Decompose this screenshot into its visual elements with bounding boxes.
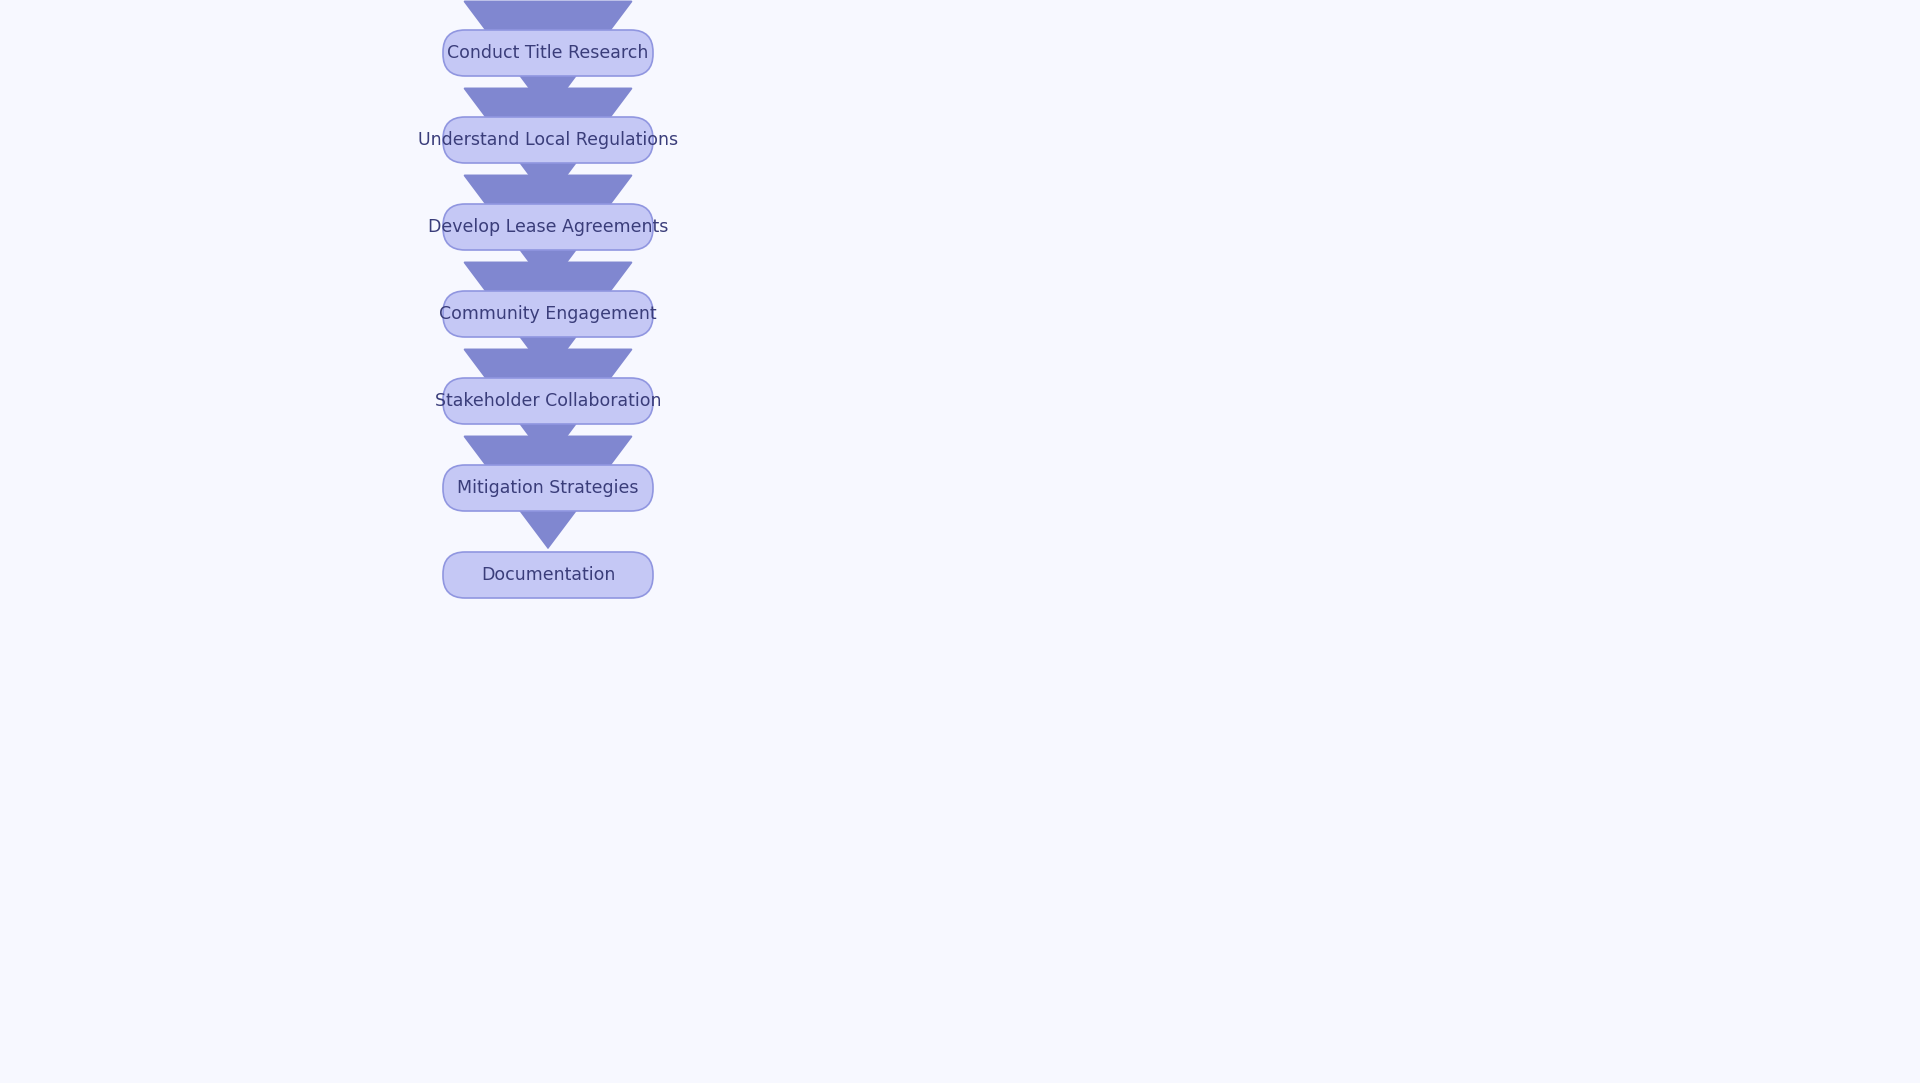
FancyBboxPatch shape: [444, 291, 653, 337]
Text: Community Engagement: Community Engagement: [440, 305, 657, 323]
Text: Understand Local Regulations: Understand Local Regulations: [419, 131, 678, 149]
Text: Mitigation Strategies: Mitigation Strategies: [457, 479, 639, 497]
FancyBboxPatch shape: [444, 204, 653, 250]
FancyBboxPatch shape: [444, 117, 653, 164]
Text: Develop Lease Agreements: Develop Lease Agreements: [428, 218, 668, 236]
FancyBboxPatch shape: [444, 465, 653, 511]
Text: Documentation: Documentation: [480, 566, 614, 584]
FancyBboxPatch shape: [444, 30, 653, 76]
Text: Stakeholder Collaboration: Stakeholder Collaboration: [434, 392, 660, 410]
Text: Conduct Title Research: Conduct Title Research: [447, 44, 649, 62]
FancyBboxPatch shape: [444, 378, 653, 425]
FancyBboxPatch shape: [444, 552, 653, 598]
